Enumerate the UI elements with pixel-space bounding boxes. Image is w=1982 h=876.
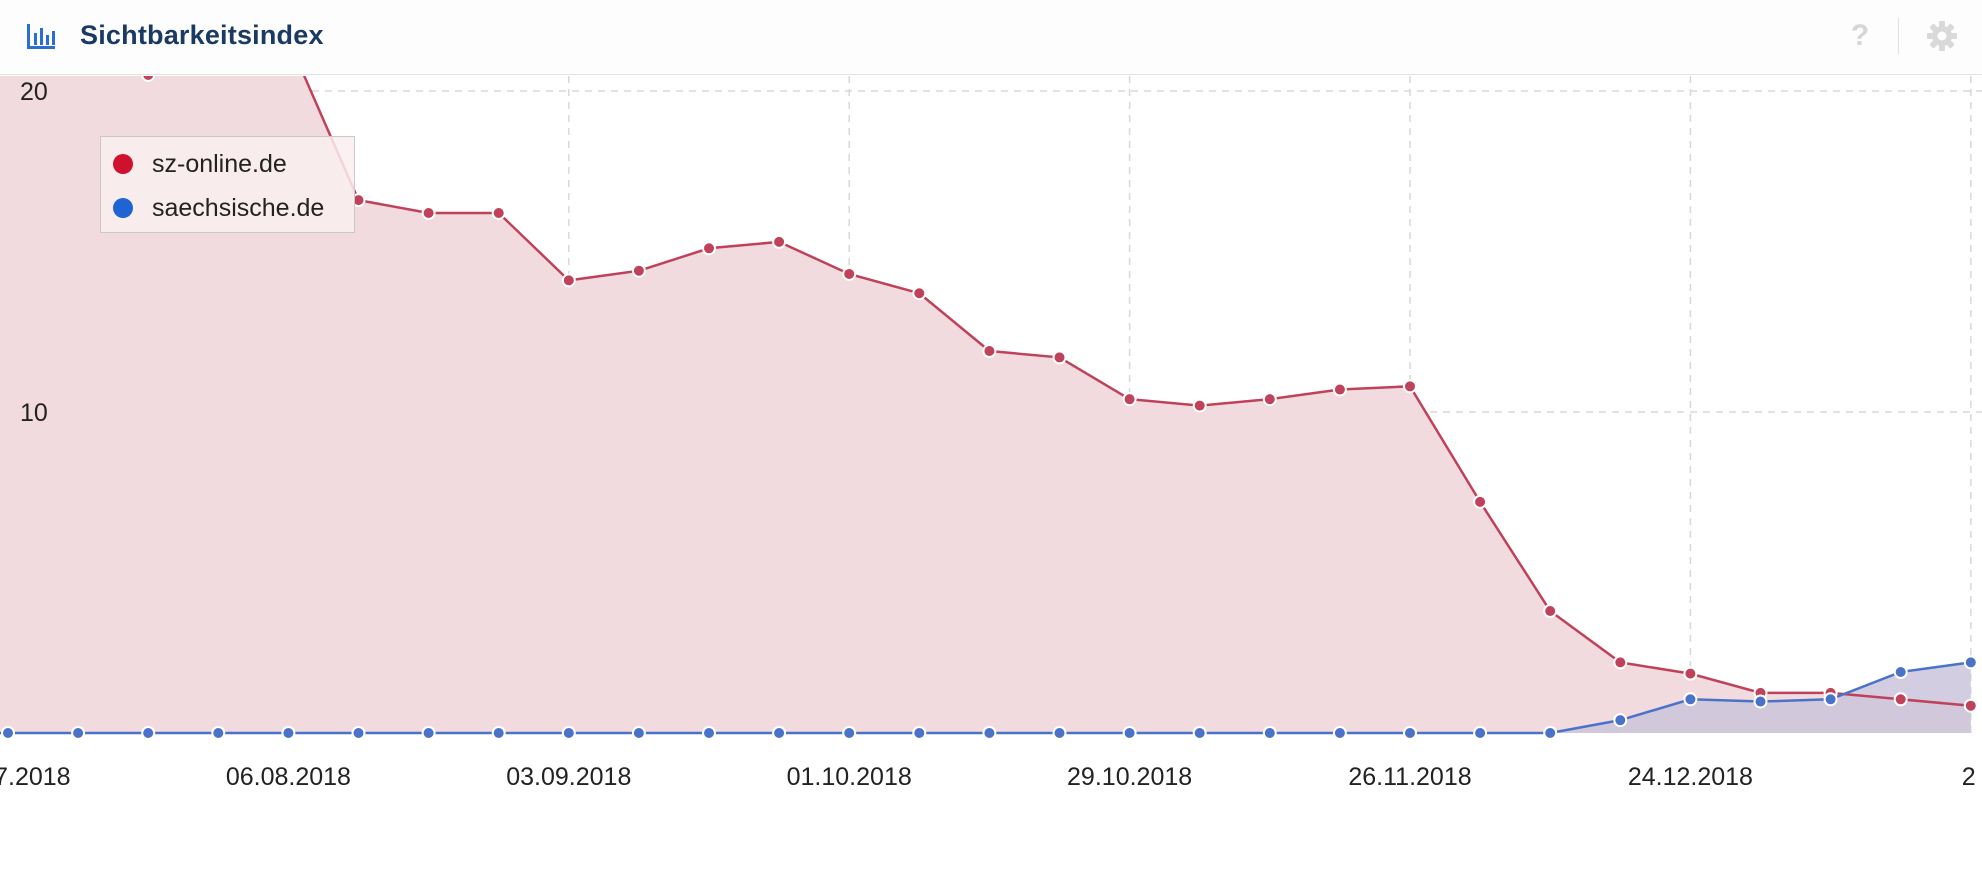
data-point-1-22 <box>1473 726 1488 740</box>
data-point-1-18 <box>1192 726 1207 740</box>
bar-chart-icon <box>27 24 55 49</box>
data-point-1-13 <box>842 726 857 740</box>
series-area-1 <box>0 662 1971 733</box>
x-tick-label: 06.08.2018 <box>226 763 351 791</box>
data-point-1-3 <box>141 726 156 740</box>
data-point-1-11 <box>702 726 716 740</box>
data-point-0-19 <box>1262 392 1277 407</box>
legend-item-saechsische[interactable]: saechsische.de <box>113 193 324 223</box>
data-point-0-10 <box>631 263 646 278</box>
y-tick-label: 20 <box>20 78 48 106</box>
visibility-chart: 10 20 02.07.2018 06.08.2018 03.09.2018 01.10.… <box>0 76 1982 791</box>
data-point-1-7 <box>421 726 436 740</box>
x-tick-label: 03.09.2018 <box>506 763 631 791</box>
help-icon[interactable]: ? <box>1850 19 1870 52</box>
legend-label-saechsische: saechsische.de <box>152 193 325 222</box>
data-point-1-1 <box>1 726 15 740</box>
series-line-0 <box>145 76 1971 707</box>
data-point-0-23 <box>1543 604 1558 619</box>
data-point-1-29 <box>1963 655 1978 670</box>
data-point-0-21 <box>1403 379 1417 394</box>
data-point-1-24 <box>1613 713 1628 728</box>
x-tick-label: 2 <box>1962 763 1976 791</box>
data-point-1-27 <box>1823 692 1838 707</box>
x-tick-label: 29.10.2018 <box>1067 763 1192 791</box>
data-point-1-19 <box>1262 726 1277 740</box>
legend-dot-sz-online <box>113 154 133 174</box>
data-point-1-21 <box>1403 726 1417 740</box>
series-line-1 <box>0 661 1971 735</box>
data-point-1-14 <box>912 726 927 740</box>
data-point-0-29 <box>1963 698 1978 713</box>
data-point-1-25 <box>1683 692 1698 707</box>
data-point-0-17 <box>1122 392 1137 407</box>
data-point-1-10 <box>631 726 646 740</box>
data-point-1-2 <box>71 726 86 740</box>
header-divider <box>1898 18 1899 54</box>
data-point-0-11 <box>702 241 716 256</box>
data-point-1-5 <box>281 726 296 740</box>
data-point-1-15 <box>982 726 997 740</box>
data-point-1-6 <box>351 726 366 740</box>
data-point-0-14 <box>912 286 927 301</box>
data-point-0-28 <box>1893 692 1908 707</box>
data-point-0-16 <box>1052 350 1067 365</box>
data-point-1-4 <box>211 726 226 740</box>
x-tick-label: 02.07.2018 <box>0 763 71 791</box>
data-point-1-17 <box>1122 726 1137 740</box>
series-area-0 <box>0 76 1971 733</box>
data-point-0-13 <box>842 266 857 281</box>
y-tick-label: 10 <box>20 399 48 427</box>
data-point-0-25 <box>1683 666 1698 681</box>
data-point-0-7 <box>421 205 436 220</box>
data-point-0-18 <box>1192 398 1207 413</box>
data-point-1-9 <box>561 726 576 740</box>
legend-item-sz-online[interactable]: sz-online.de <box>113 149 287 179</box>
panel-title: Sichtbarkeitsindex <box>80 20 324 50</box>
data-point-0-24 <box>1613 655 1628 670</box>
data-point-0-20 <box>1332 382 1347 397</box>
gear-icon[interactable] <box>1926 20 1958 52</box>
legend-dot-saechsische <box>113 198 133 218</box>
data-point-0-22 <box>1473 494 1488 509</box>
x-tick-label: 01.10.2018 <box>787 763 912 791</box>
legend-label-sz-online: sz-online.de <box>152 149 287 178</box>
data-point-1-20 <box>1332 726 1347 740</box>
data-point-1-16 <box>1052 726 1067 740</box>
data-point-1-23 <box>1543 726 1558 740</box>
x-tick-label: 26.11.2018 <box>1348 763 1471 791</box>
data-point-1-28 <box>1893 665 1908 680</box>
panel-header: Sichtbarkeitsindex ? <box>0 0 1982 75</box>
data-point-0-8 <box>491 205 506 220</box>
x-tick-label: 24.12.2018 <box>1628 763 1753 791</box>
data-point-0-12 <box>772 234 787 249</box>
data-point-1-12 <box>772 726 787 740</box>
data-point-0-3 <box>141 76 156 82</box>
data-point-0-15 <box>982 344 997 359</box>
chart-legend: sz-online.de saechsische.de <box>100 136 355 233</box>
data-point-0-9 <box>561 273 576 288</box>
data-point-1-26 <box>1753 694 1768 709</box>
data-point-1-8 <box>491 726 506 740</box>
